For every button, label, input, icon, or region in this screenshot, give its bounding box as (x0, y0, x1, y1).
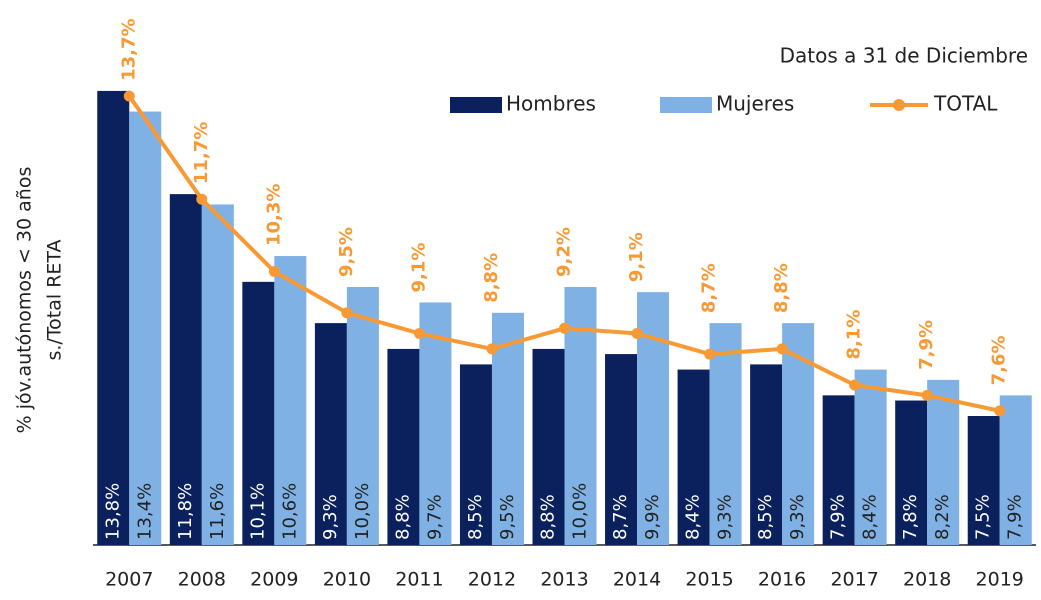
legend-swatch (660, 97, 712, 113)
bar (242, 281, 275, 545)
line-marker (413, 327, 425, 339)
chart-subtitle: Datos a 31 de Diciembre (780, 44, 1028, 68)
bar (201, 204, 234, 545)
bar (854, 369, 887, 545)
line-marker (631, 327, 643, 339)
line-marker (559, 322, 570, 334)
bar-value-label: 7,5% (973, 494, 994, 540)
bar-value-label: 8,8% (538, 494, 559, 540)
x-tick-label: 2014 (613, 569, 661, 591)
bar (967, 416, 1000, 545)
bar (605, 354, 638, 545)
line-value-label: 10,3% (263, 184, 284, 246)
line-marker (341, 307, 353, 319)
bar-value-label: 7,9% (1005, 494, 1026, 540)
bar-value-label: 8,5% (465, 494, 486, 540)
line-value-label: 8,1% (844, 310, 865, 360)
bar (895, 400, 928, 545)
line-value-label: 9,1% (408, 243, 429, 293)
bar-value-label: 8,4% (860, 494, 881, 540)
bar (677, 369, 710, 545)
bar (459, 364, 492, 545)
line-value-label: 7,9% (916, 320, 937, 370)
x-tick-label: 2012 (468, 569, 516, 591)
line-marker (486, 343, 498, 355)
bar-value-label: 9,3% (715, 494, 736, 540)
line-marker (196, 193, 208, 205)
y-axis-label: s./Total RETA (44, 239, 66, 360)
bar-value-label: 9,9% (642, 494, 663, 540)
bar-value-label: 8,7% (610, 494, 631, 540)
legend-label: Mujeres (716, 92, 794, 116)
bar-value-label: 10,0% (570, 483, 591, 540)
x-tick-label: 2008 (178, 569, 226, 591)
line-marker (849, 379, 861, 391)
line-marker (994, 405, 1006, 417)
legend-label: Hombres (506, 92, 596, 116)
bar-value-label: 8,5% (755, 494, 776, 540)
bar (491, 312, 524, 545)
x-tick-label: 2016 (758, 569, 806, 591)
line-value-label: 9,5% (336, 227, 357, 277)
bar-value-label: 7,8% (900, 494, 921, 540)
bar (387, 348, 420, 545)
bar-value-label: 9,5% (497, 494, 518, 540)
line-marker (776, 343, 788, 355)
bar-value-label: 8,8% (392, 494, 413, 540)
line-marker (921, 389, 933, 401)
line-marker (704, 348, 716, 360)
line-marker (123, 90, 135, 102)
line-value-label: 8,8% (481, 253, 502, 303)
bar (750, 364, 783, 545)
bar-value-label: 8,4% (683, 494, 704, 540)
x-tick-label: 2011 (395, 569, 443, 591)
bar (822, 395, 855, 545)
bar-value-label: 13,8% (102, 483, 123, 540)
bar (129, 111, 162, 545)
bar (419, 302, 452, 545)
line-marker (268, 266, 280, 278)
y-axis-label: % jóv.autónomos < 30 años (14, 167, 36, 434)
legend-swatch (893, 99, 905, 111)
bar-value-label: 9,7% (424, 494, 445, 540)
bar (709, 323, 742, 545)
x-tick-label: 2018 (903, 569, 951, 591)
bar-value-label: 11,6% (207, 483, 228, 540)
legend-label: TOTAL (933, 92, 998, 116)
line-value-label: 9,1% (626, 232, 647, 282)
bar (97, 90, 130, 546)
bar (999, 395, 1032, 545)
bar (927, 379, 960, 545)
legend-swatch (450, 97, 502, 113)
bar (274, 256, 307, 545)
bar-value-label: 8,2% (932, 494, 953, 540)
bar-value-label: 11,8% (175, 483, 196, 540)
x-tick-label: 2013 (540, 569, 588, 591)
x-tick-label: 2009 (250, 569, 298, 591)
line-value-label: 11,7% (191, 122, 212, 184)
x-tick-label: 2017 (830, 569, 878, 591)
bar-value-label: 9,3% (320, 494, 341, 540)
bar (346, 287, 379, 545)
bar-value-label: 9,3% (787, 494, 808, 540)
line-value-label: 13,7% (118, 18, 139, 80)
bar-value-label: 10,0% (352, 483, 373, 540)
bar-value-label: 10,1% (247, 483, 268, 540)
line-value-label: 9,2% (554, 227, 575, 277)
bar-value-label: 7,9% (828, 494, 849, 540)
x-tick-label: 2015 (685, 569, 733, 591)
bar-value-label: 13,4% (134, 483, 155, 540)
bar (532, 348, 565, 545)
bar (314, 323, 347, 545)
line-value-label: 8,7% (699, 263, 720, 313)
x-tick-label: 2007 (105, 569, 153, 591)
bar (169, 194, 202, 545)
line-value-label: 8,8% (771, 263, 792, 313)
x-tick-label: 2010 (323, 569, 371, 591)
x-tick-label: 2019 (976, 569, 1024, 591)
line-value-label: 7,6% (989, 335, 1010, 385)
bar-value-label: 10,6% (279, 483, 300, 540)
